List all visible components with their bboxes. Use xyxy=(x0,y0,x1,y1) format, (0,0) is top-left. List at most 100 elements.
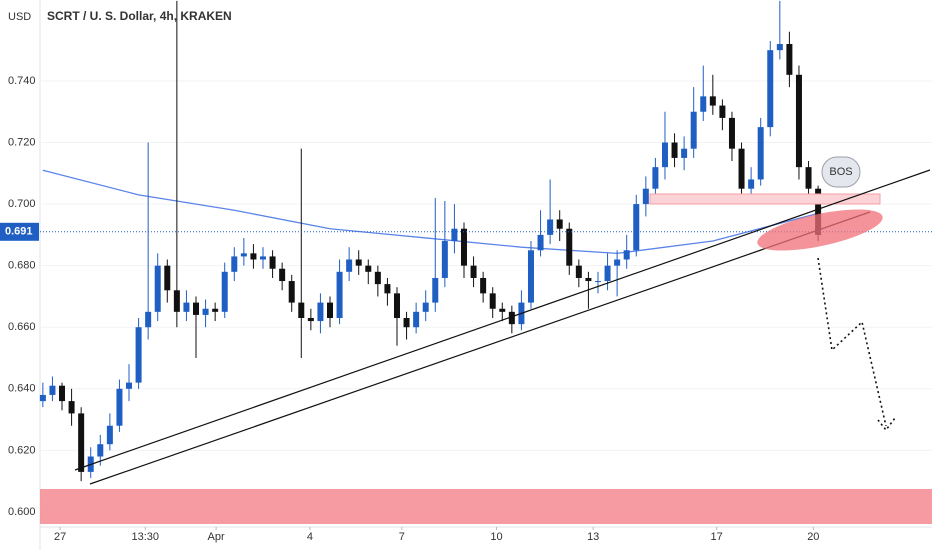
candle-body xyxy=(432,277,439,303)
candle-body xyxy=(719,105,726,118)
candle-body xyxy=(212,308,219,312)
y-unit: USD xyxy=(8,11,31,23)
candle-body xyxy=(451,228,458,242)
candle-body xyxy=(652,167,659,189)
candle-body xyxy=(508,311,515,325)
candle-body xyxy=(97,444,104,457)
candle-body xyxy=(815,188,822,235)
candle-body xyxy=(671,142,678,158)
candle-body xyxy=(135,327,142,383)
candle-body xyxy=(116,388,123,426)
candle-body xyxy=(307,317,314,322)
y-tick-label: 0.640 xyxy=(8,383,36,395)
candle-body xyxy=(700,96,707,112)
x-tick-label: 17 xyxy=(711,531,723,543)
candle-body xyxy=(413,311,420,328)
x-tick-label: 4 xyxy=(307,531,313,543)
candle-body xyxy=(633,204,640,251)
candle-body xyxy=(355,259,362,266)
candle-body xyxy=(250,253,257,260)
candle-body xyxy=(728,117,735,149)
trendline xyxy=(89,211,871,485)
candle-body xyxy=(279,268,286,282)
candle-body xyxy=(231,256,238,272)
candle-body xyxy=(374,271,381,285)
x-tick-label: 7 xyxy=(399,531,405,543)
candle-body xyxy=(164,265,171,291)
candle-body xyxy=(221,271,228,312)
candle-body xyxy=(317,302,324,322)
y-tick-label: 0.680 xyxy=(8,260,36,272)
candle-body xyxy=(661,142,668,168)
candle-body xyxy=(260,256,266,260)
candle-body xyxy=(269,256,276,269)
y-tick-label: 0.740 xyxy=(8,75,36,87)
candle-body xyxy=(49,385,56,395)
x-tick-label: 20 xyxy=(807,531,819,543)
x-tick-label: 27 xyxy=(54,531,66,543)
candle-body xyxy=(585,277,592,282)
demand-zone xyxy=(40,489,932,524)
candle-body xyxy=(604,265,611,282)
candle-body xyxy=(709,96,716,106)
candle-body xyxy=(288,281,295,303)
x-tick-label: 10 xyxy=(490,531,502,543)
candle-body xyxy=(642,188,649,205)
candle-body xyxy=(690,111,697,149)
y-tick-label: 0.700 xyxy=(8,198,36,210)
y-tick-label: 0.720 xyxy=(8,136,36,148)
candle-body xyxy=(460,228,467,266)
candle-body xyxy=(126,382,133,389)
candle-body xyxy=(556,219,563,229)
candle-body xyxy=(68,401,75,414)
bos-zone xyxy=(649,193,881,205)
candle-body xyxy=(78,413,85,472)
candle-body xyxy=(795,74,802,168)
candle-body xyxy=(193,302,200,315)
chart-title: SCRT / U. S. Dollar, 4h, KRAKEN xyxy=(47,9,232,23)
candle-body xyxy=(326,302,333,318)
candle-body xyxy=(527,250,534,303)
candle-body xyxy=(681,148,688,158)
y-tick-label: 0.660 xyxy=(8,321,36,333)
candle-body xyxy=(499,308,506,312)
candle-body xyxy=(776,44,783,51)
x-tick-label: 13:30 xyxy=(132,531,160,543)
candle-body xyxy=(623,250,630,260)
candle-body xyxy=(748,179,755,189)
annotation-bubble xyxy=(821,156,861,188)
candle-body xyxy=(106,425,113,445)
candle-body xyxy=(202,308,209,315)
candle-body xyxy=(173,290,180,312)
x-tick-label: 13 xyxy=(587,531,599,543)
candle-body xyxy=(805,167,812,189)
candle-body xyxy=(154,265,161,312)
candle-body xyxy=(575,265,582,278)
candle-body xyxy=(537,234,544,251)
y-tick-label: 0.620 xyxy=(8,444,36,456)
candle-body xyxy=(594,281,601,283)
candle-body xyxy=(145,311,152,328)
candle-body xyxy=(240,253,247,257)
candle-body xyxy=(183,302,190,312)
candle-body xyxy=(403,317,410,328)
x-tick-label: Apr xyxy=(208,531,225,543)
candle-body xyxy=(480,277,487,294)
trendline xyxy=(74,169,931,471)
candle-body xyxy=(59,385,66,402)
candle-body xyxy=(614,259,621,266)
projection-path xyxy=(817,257,887,427)
candle-body xyxy=(767,50,774,128)
candle-body xyxy=(547,219,554,235)
moving-average xyxy=(42,169,819,254)
candle-body xyxy=(298,302,305,318)
candle-body xyxy=(39,394,46,402)
candle-body xyxy=(365,265,372,272)
candle-body xyxy=(422,302,429,312)
candle-body xyxy=(566,228,573,266)
y-tick-label: 0.600 xyxy=(8,506,36,518)
candle-body xyxy=(470,265,477,278)
annotation: BOS xyxy=(829,166,852,178)
